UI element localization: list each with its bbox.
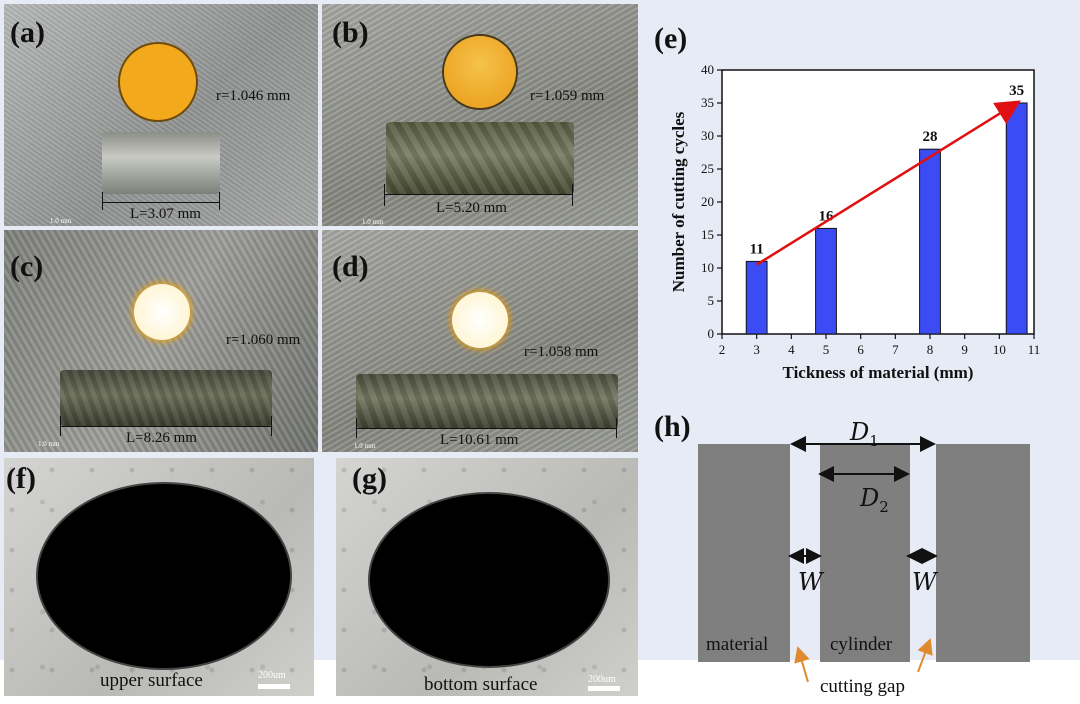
x-tick-label: 10 [993,342,1006,357]
trend-arrow [756,100,1021,266]
surface-caption: bottom surface [424,674,538,695]
dim-tick [60,416,61,436]
panel-label-c: (c) [10,250,44,283]
length-label: L=3.07 mm [130,206,201,222]
panel-label-f: (f) [6,462,36,495]
x-tick-label: 7 [892,342,899,357]
cut-hole-upper [38,484,290,668]
scale-label: 1.0 mm [38,440,60,448]
bar-data-label: 11 [750,241,764,257]
scale-label: 200um [588,674,616,685]
cut-hole-bottom [370,494,608,666]
y-tick-label: 40 [701,62,714,77]
x-tick-label: 2 [719,342,726,357]
radius-label: r=1.058 mm [524,344,599,360]
x-tick-label: 11 [1028,342,1041,357]
y-tick-label: 35 [701,95,714,110]
panel-label-b: (b) [332,16,369,49]
panel-label-h: (h) [654,410,691,443]
cut-cylinder [102,132,220,194]
y-tick-label: 25 [701,161,714,176]
radius-label: r=1.059 mm [530,88,605,104]
bar-data-label: 35 [1009,83,1024,99]
panel-c: (c) r=1.060 mm L=8.26 mm 1.0 mm [4,230,318,452]
bar [919,148,941,335]
x-tick-label: 4 [788,342,795,357]
scale-label: 1.0 mm [50,217,72,225]
dim-tick [271,416,272,436]
gap-width-label-left: W [798,568,823,596]
through-hole [444,36,516,108]
length-dimension [357,428,616,429]
cut-cylinder [356,374,618,428]
panel-label-e: (e) [654,22,688,55]
radius-label: r=1.060 mm [226,332,301,348]
surface-caption: upper surface [100,670,203,691]
cut-cylinder [60,370,272,426]
d2-label: D2 [860,484,889,516]
d1-label: D1 [850,418,879,450]
length-label: L=10.61 mm [440,432,519,448]
y-tick-label: 5 [708,293,715,308]
dim-tick [102,192,103,210]
gap-width-label-right: W [912,568,937,596]
material-label: material [706,634,769,655]
dim-tick [572,184,573,206]
material-block-left [698,444,790,662]
x-tick-label: 3 [753,342,760,357]
length-dimension [103,202,219,203]
scale-label: 200um [258,670,286,681]
panel-label-d: (d) [332,250,369,283]
length-label: L=8.26 mm [126,430,197,446]
through-hole [118,42,198,122]
y-tick-label: 30 [701,128,714,143]
x-tick-label: 6 [857,342,864,357]
panel-f: (f) upper surface 200um [4,458,314,696]
panel-d: (d) r=1.058 mm L=10.61 mm 1.0 mm [322,230,638,452]
y-tick-label: 15 [701,227,714,242]
dim-tick [616,418,617,438]
plot-frame [721,69,1035,335]
x-tick-label: 8 [927,342,934,357]
panel-b: (b) r=1.059 mm L=5.20 mm 1.0 mm [322,4,638,226]
radius-label: r=1.046 mm [216,88,291,104]
dim-tick [356,418,357,438]
panel-label-g: (g) [352,462,387,495]
through-hole [134,284,190,340]
panel-g: (g) bottom surface 200um [336,458,638,696]
panel-label-a: (a) [10,16,45,49]
x-axis-label: Tickness of material (mm) [783,363,974,382]
cylinder-label: cylinder [830,634,893,655]
material-block-right [936,444,1030,662]
bar [745,260,768,335]
length-dimension [61,426,271,427]
bar-data-label: 28 [923,129,938,145]
dim-tick [384,184,385,206]
panel-a: (a) r=1.046 mm L=3.07 mm 1.0 mm [4,4,318,226]
dim-tick [219,192,220,210]
length-dimension [385,194,572,195]
x-tick-label: 5 [823,342,830,357]
bar [1005,102,1028,335]
y-axis-label: Number of cutting cycles [669,111,688,292]
cylinder-block [820,444,910,662]
through-hole [452,292,508,348]
length-label: L=5.20 mm [436,200,507,216]
y-tick-label: 0 [708,326,715,341]
y-tick-label: 20 [701,194,714,209]
scale-label: 1.0 mm [362,218,384,226]
x-tick-label: 9 [961,342,968,357]
cutting-gap-label: cutting gap [820,676,905,697]
cut-cylinder [386,122,574,194]
scale-label: 1.0 mm [354,442,376,450]
scale-bar [588,686,620,691]
y-tick-label: 10 [701,260,714,275]
bar [815,227,837,335]
scale-bar [258,684,290,689]
